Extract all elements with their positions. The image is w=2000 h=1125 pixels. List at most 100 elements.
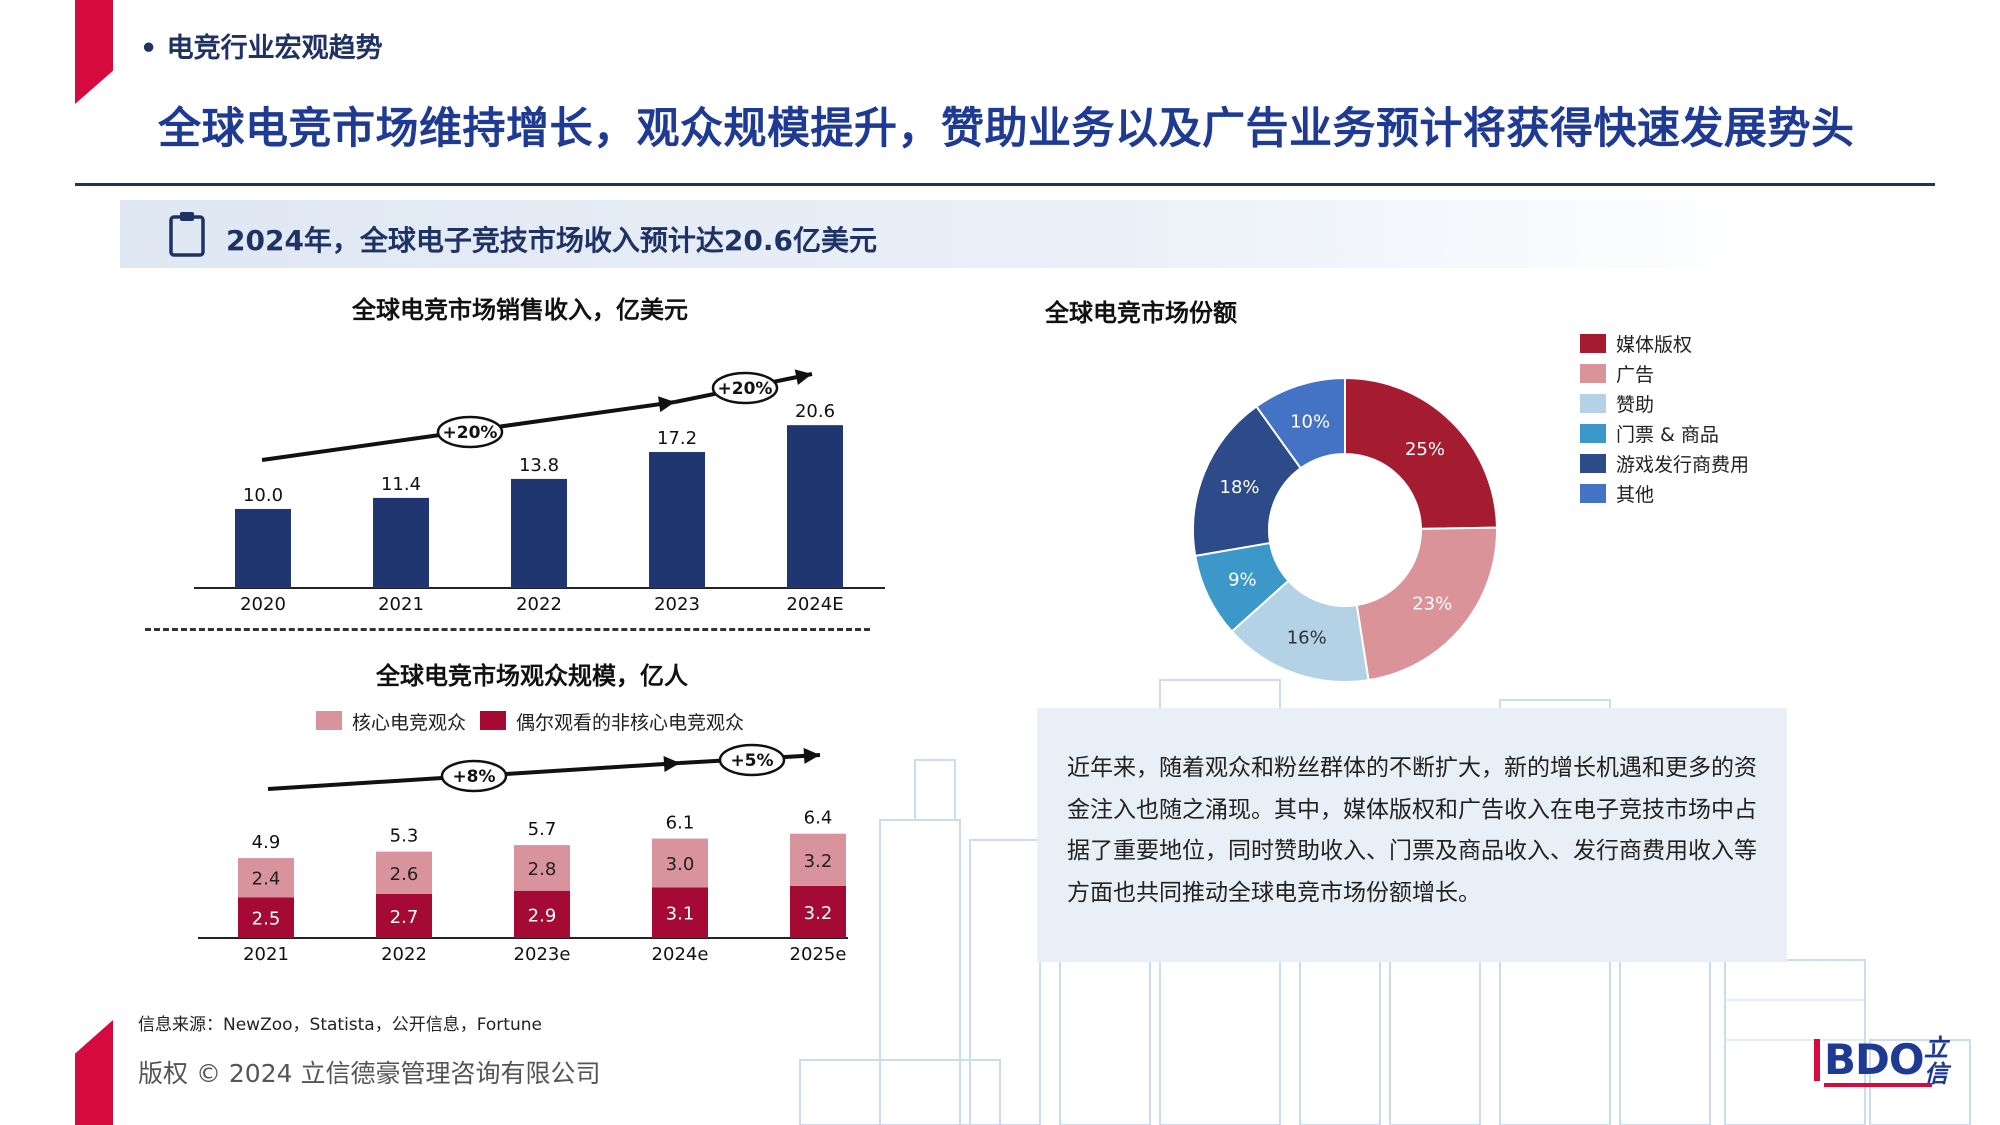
revenue-growth-1-label: +20%	[443, 423, 498, 443]
audience-category-label: 2023e	[514, 944, 571, 965]
donut-legend-swatch	[1580, 364, 1606, 383]
audience-bar-core	[652, 838, 708, 888]
logo-bar	[1814, 1039, 1820, 1081]
donut-legend-swatch	[1580, 394, 1606, 413]
section-label: • 电竞行业宏观趋势	[140, 33, 383, 64]
donut-slice	[1355, 526, 1498, 682]
commentary-text: 近年来，随着观众和粉丝群体的不断扩大，新的增长机遇和更多的资金注入也随之涌现。其…	[1067, 755, 1757, 906]
revenue-value-label: 10.0	[243, 485, 283, 506]
revenue-bar	[787, 425, 843, 588]
source-note: 信息来源：NewZoo，Statista，公开信息，Fortune	[138, 1015, 542, 1035]
donut-legend-label: 媒体版权	[1616, 334, 1693, 356]
audience-total-label: 4.9	[252, 832, 281, 853]
audience-bar-casual	[790, 885, 846, 938]
donut-legend-label: 其他	[1616, 484, 1655, 506]
audience-total-label: 6.1	[666, 813, 695, 834]
logo-text: BDO	[1824, 1035, 1925, 1084]
legend-label-core: 核心电竞观众	[352, 712, 467, 734]
audience-casual-label: 3.1	[666, 904, 695, 925]
audience-chart-title: 全球电竞市场观众规模，亿人	[376, 662, 688, 690]
audience-casual-label: 2.7	[390, 907, 419, 928]
audience-bar-core	[790, 833, 846, 886]
title-divider	[75, 183, 1935, 186]
audience-stacked-chart: 2.5 2.4 4.9 2021 2.7 2.6 5.3 2022 2.9 2.8 5.7 2023e…	[198, 743, 848, 965]
audience-total-label: 6.4	[804, 808, 833, 829]
audience-category-label: 2024e	[652, 944, 709, 965]
donut-value-label: 18%	[1220, 477, 1260, 498]
revenue-trend-arrow-2-head	[794, 369, 812, 386]
audience-core-label: 3.0	[666, 854, 695, 875]
donut-value-label: 9%	[1228, 570, 1257, 591]
audience-casual-label: 2.5	[252, 909, 281, 930]
audience-category-label: 2022	[381, 944, 427, 965]
revenue-growth-2-bubble	[711, 371, 779, 405]
accent-tab-top	[75, 0, 113, 104]
revenue-category-label: 2020	[240, 594, 286, 615]
revenue-chart-title: 全球电竞市场销售收入，亿美元	[352, 296, 688, 324]
audience-bar-casual	[376, 893, 432, 938]
revenue-bar	[649, 452, 705, 588]
audience-total-label: 5.3	[390, 826, 419, 847]
copyright: 版权 © 2024 立信德豪管理咨询有限公司	[138, 1059, 601, 1088]
audience-bar-casual	[238, 897, 294, 938]
donut-value-label: 25%	[1405, 439, 1445, 460]
donut-legend-swatch	[1580, 484, 1606, 503]
audience-category-label: 2025e	[790, 944, 847, 965]
revenue-growth-2-label: +20%	[718, 379, 773, 399]
donut-legend-swatch	[1580, 454, 1606, 473]
revenue-growth-1-bubble	[436, 415, 504, 449]
audience-growth-1-label: +8%	[452, 767, 495, 787]
audience-casual-label: 3.2	[804, 903, 833, 924]
revenue-value-label: 11.4	[381, 474, 421, 495]
donut-slice	[1255, 376, 1346, 470]
donut-legend: 媒体版权广告赞助门票 & 商品游戏发行商费用 其他	[1580, 330, 1820, 510]
revenue-category-label: 2021	[378, 594, 424, 615]
revenue-category-label: 2023	[654, 594, 700, 615]
legend-swatch-casual	[480, 711, 506, 730]
banner-text: 2024年，全球电子竞技市场收入预计达20.6亿美元	[226, 224, 878, 257]
audience-core-label: 2.4	[252, 869, 281, 890]
market-share-donut: 25% 23% 16% 9% 18% 10%	[1192, 376, 1498, 683]
clipboard-icon	[169, 212, 205, 257]
donut-slice	[1192, 405, 1303, 558]
commentary-box	[1037, 708, 1787, 962]
audience-casual-label: 2.9	[528, 905, 557, 926]
audience-bar-casual	[652, 887, 708, 938]
donut-value-label: 23%	[1412, 593, 1452, 614]
share-chart-title: 全球电竞市场份额	[1045, 299, 1237, 327]
donut-legend-label: 赞助	[1616, 394, 1655, 416]
donut-legend-label: 广告	[1616, 364, 1655, 386]
logo-underline	[1824, 1083, 1932, 1087]
revenue-bar	[511, 478, 567, 588]
audience-bar-core	[514, 845, 570, 891]
donut-legend-swatch	[1580, 424, 1606, 443]
donut-legend-label: 门票 & 商品	[1616, 424, 1719, 446]
audience-core-label: 3.2	[804, 851, 833, 872]
audience-growth-2-label: +5%	[730, 751, 773, 771]
revenue-category-label: 2022	[516, 594, 562, 615]
legend-label-casual: 偶尔观看的非核心电竞观众	[516, 712, 745, 734]
donut-legend-swatch	[1580, 334, 1606, 353]
legend-swatch-core	[316, 711, 342, 730]
chart-divider	[145, 628, 870, 631]
audience-core-label: 2.8	[528, 859, 557, 880]
audience-trend-arrow-1-head	[663, 756, 680, 772]
donut-slice	[1344, 376, 1498, 530]
revenue-value-label: 13.8	[519, 455, 559, 476]
audience-growth-2-bubble	[718, 743, 786, 777]
donut-value-label: 16%	[1287, 627, 1327, 648]
revenue-value-label: 17.2	[657, 428, 697, 449]
revenue-trend-arrow-1-head	[658, 396, 675, 413]
donut-legend-label: 游戏发行商费用	[1616, 454, 1750, 476]
audience-core-label: 2.6	[390, 864, 419, 885]
audience-total-label: 5.7	[528, 819, 557, 840]
logo-cn: 立信	[1924, 1034, 1948, 1088]
revenue-category-label: 2024E	[786, 594, 843, 615]
revenue-bar	[235, 508, 291, 588]
bdo-logo: BDO 立信	[1810, 1035, 1975, 1095]
accent-tab-bottom	[75, 1020, 113, 1125]
revenue-value-label: 20.6	[795, 401, 835, 422]
revenue-bar-chart: 10.0 2020 11.4 2021 13.8 2022 17.2 2023 20.6 2024…	[194, 369, 885, 615]
audience-trend-arrow-2-head	[803, 747, 820, 764]
revenue-bar	[373, 497, 429, 588]
